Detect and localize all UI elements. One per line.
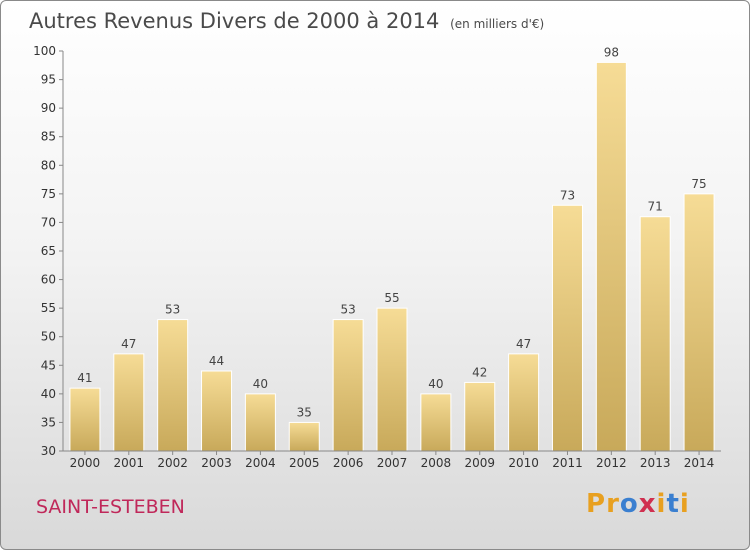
x-tick-label: 2003	[201, 456, 232, 470]
logo-letter: o	[619, 489, 639, 519]
bar-value-label: 40	[428, 377, 443, 391]
bar-value-label: 44	[209, 354, 224, 368]
bar-value-label: 71	[648, 200, 663, 214]
y-tick-label: 40	[41, 387, 56, 401]
bar-value-label: 41	[77, 371, 92, 385]
y-tick-label: 65	[41, 244, 56, 258]
x-axis: 2000 2001 2002 2003 2004 2005 2006 2007 2008 2009…	[63, 450, 721, 470]
bars: 41 47 53 44 40 35 53 55 40 42 47 73 98 71 75	[69, 45, 715, 452]
logo-letter: i	[679, 489, 690, 519]
x-tick-label: 2004	[245, 456, 276, 470]
bar	[595, 61, 627, 452]
logo-letter: t	[666, 489, 680, 519]
x-tick-label: 2001	[114, 456, 145, 470]
logo-letter: r	[606, 489, 620, 519]
y-tick-label: 30	[41, 444, 56, 458]
x-tick-label: 2006	[333, 456, 364, 470]
bar	[332, 319, 364, 452]
bar-value-label: 98	[604, 45, 619, 59]
x-tick-label: 2002	[157, 456, 188, 470]
chart-title: Autres Revenus Divers de 2000 à 2014 (en…	[29, 9, 544, 33]
bar	[288, 421, 320, 452]
bar	[464, 381, 496, 452]
bar-value-label: 47	[516, 337, 531, 351]
y-tick-label: 60	[41, 273, 56, 287]
y-tick-label: 35	[41, 415, 56, 429]
x-tick-label: 2010	[508, 456, 539, 470]
y-tick-label: 95	[41, 73, 56, 87]
y-axis: 30 35 40 45 50 55 60 65 70 75 80 85 90 95 100	[33, 44, 64, 458]
x-tick-label: 2013	[640, 456, 671, 470]
commune-name: SAINT-ESTEBEN	[36, 496, 185, 518]
y-tick-label: 90	[41, 101, 56, 115]
y-tick-label: 80	[41, 158, 56, 172]
x-tick-label: 2005	[289, 456, 320, 470]
chart-title-text: Autres Revenus Divers de 2000 à 2014	[29, 9, 440, 33]
x-tick-label: 2000	[70, 456, 101, 470]
logo-letter: x	[638, 489, 657, 519]
bar-value-label: 35	[297, 405, 312, 419]
bar-value-label: 73	[560, 188, 575, 202]
logo-letter: P	[586, 489, 607, 519]
bar	[157, 319, 189, 452]
logo-letter: i	[656, 489, 667, 519]
x-tick-label: 2007	[377, 456, 408, 470]
bar	[683, 193, 715, 452]
y-tick-label: 55	[41, 301, 56, 315]
bar	[69, 387, 101, 452]
bar	[376, 307, 408, 452]
bar-value-label: 55	[384, 291, 399, 305]
y-tick-label: 45	[41, 358, 56, 372]
y-tick-label: 50	[41, 330, 56, 344]
x-tick-label: 2014	[684, 456, 715, 470]
bar	[113, 353, 145, 452]
chart-unit: (en milliers d'€)	[450, 17, 545, 31]
bar-value-label: 53	[340, 303, 355, 317]
bar	[420, 393, 452, 452]
bar	[639, 216, 671, 452]
bar	[201, 370, 233, 452]
bar-value-label: 53	[165, 303, 180, 317]
bar-value-label: 75	[691, 177, 706, 191]
bar	[508, 353, 540, 452]
bar-value-label: 47	[121, 337, 136, 351]
x-tick-label: 2012	[596, 456, 627, 470]
x-tick-label: 2009	[464, 456, 495, 470]
bar-value-label: 40	[253, 377, 268, 391]
bar	[244, 393, 276, 452]
bar-value-label: 42	[472, 365, 487, 379]
proxiti-logo[interactable]: Proxiti	[586, 489, 690, 519]
x-tick-label: 2011	[552, 456, 583, 470]
y-tick-label: 85	[41, 130, 56, 144]
bar	[551, 204, 583, 452]
y-tick-label: 100	[33, 44, 56, 58]
y-tick-label: 75	[41, 187, 56, 201]
x-tick-label: 2008	[421, 456, 452, 470]
y-tick-label: 70	[41, 215, 56, 229]
